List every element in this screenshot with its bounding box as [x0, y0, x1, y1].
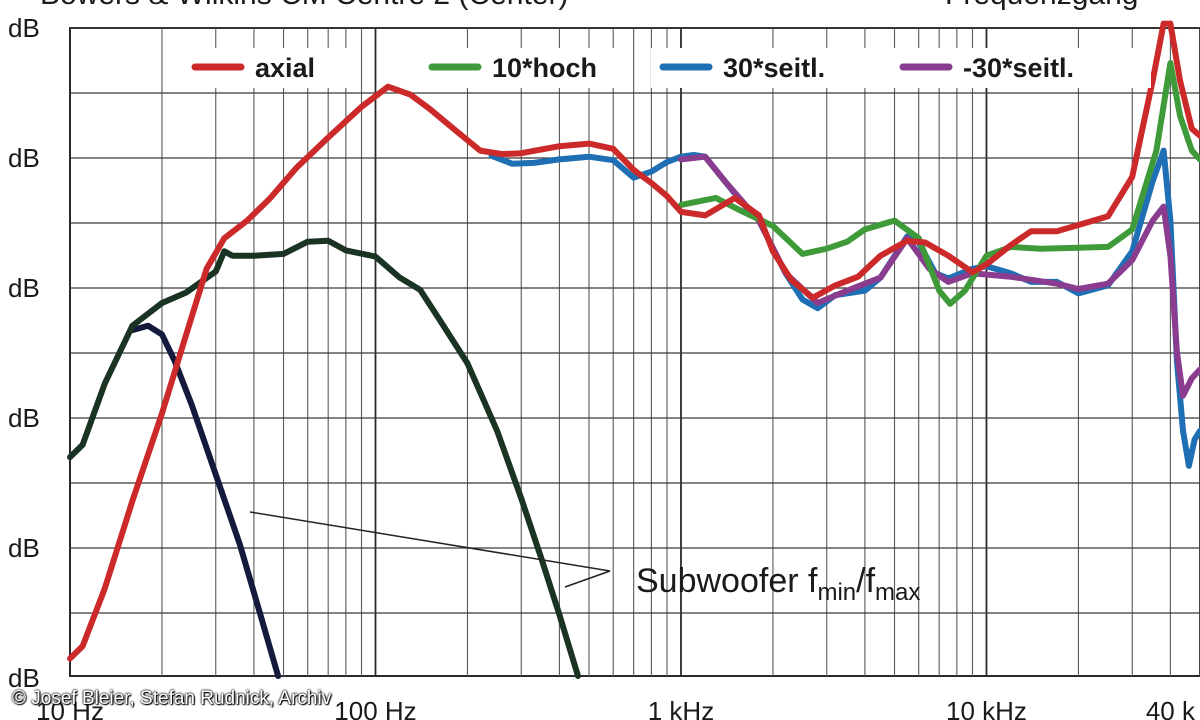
- x-tick-label: 40 k: [1146, 696, 1196, 720]
- series-line-10-hoch: [678, 60, 1200, 307]
- plot-frame: [69, 27, 1200, 677]
- y-tick-label: dB: [8, 403, 40, 433]
- y-tick-label: dB: [8, 143, 40, 173]
- series-line-subwoofer-fmin: [129, 322, 282, 679]
- chart-title: Bowers & Wilkins CM Centre 2 (Center): [40, 0, 568, 11]
- series-line-axial: [67, 20, 1200, 662]
- y-tick-label: dB: [8, 533, 40, 563]
- annotation-text: Subwoofer f: [636, 562, 818, 600]
- annotation-leader-line: [564, 570, 611, 588]
- annotation-subscript: min: [817, 579, 856, 606]
- series-line-subwoofer-fmax: [67, 237, 581, 679]
- legend-label: 30*seitl.: [723, 53, 825, 83]
- y-tick-label: dB: [8, 663, 40, 693]
- annotation-subscript: max: [875, 579, 920, 606]
- x-tick-label: 1 kHz: [648, 696, 714, 720]
- annotation-label: Subwoofer fmin/fmax: [636, 562, 920, 606]
- x-tick-label: 10 kHz: [946, 696, 1027, 720]
- legend-label: -30*seitl.: [963, 53, 1074, 83]
- chart-grid: [69, 27, 1200, 677]
- chart-subtitle: Frequenzgang: [945, 0, 1138, 11]
- chart-curves: [67, 20, 1200, 679]
- legend-label: axial: [255, 53, 315, 83]
- subwoofer-annotation: Subwoofer fmin/fmax: [249, 511, 920, 606]
- annotation-text: /f: [856, 562, 875, 600]
- chart-legend: axial 10*hoch 30*seitl. -30*seitl.: [183, 48, 1151, 88]
- x-tick-label: 10 Hz: [36, 696, 104, 720]
- y-tick-label: dB: [8, 273, 40, 303]
- y-tick-label: dB: [8, 13, 40, 43]
- chart-axis-labels: dB dB dB dB dB dB 10 Hz 100 Hz 1 kHz 10 kHz 40 k: [8, 13, 1196, 720]
- x-tick-label: 100 Hz: [334, 696, 416, 720]
- annotation-leader-line: [249, 511, 611, 572]
- copyright-notice: © Josef Bleier, Stefan Rudnick, Archiv: [12, 688, 332, 709]
- legend-label: 10*hoch: [492, 53, 597, 83]
